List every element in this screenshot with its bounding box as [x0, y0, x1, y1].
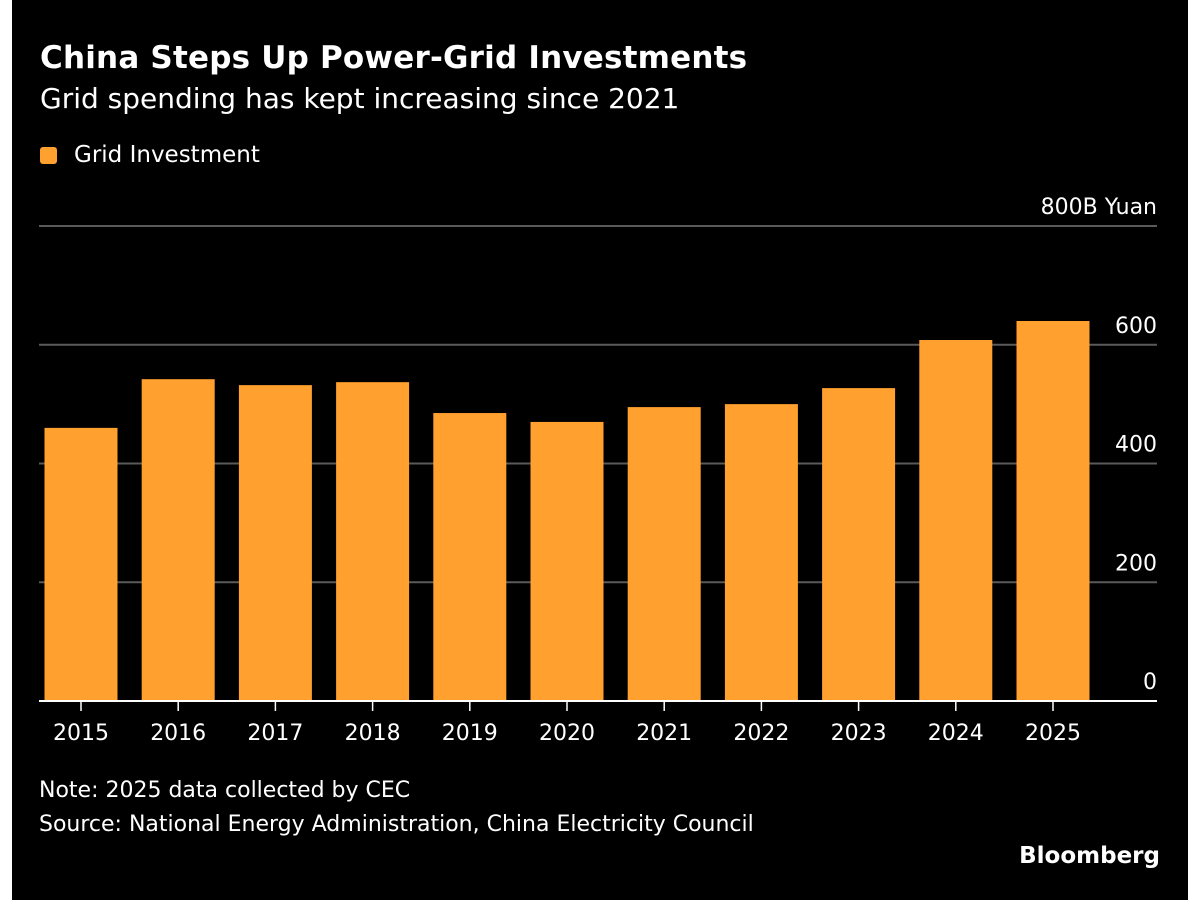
- legend-swatch-grid-investment: [40, 146, 57, 164]
- x-tick-label-2020: 2020: [539, 721, 595, 746]
- legend: Grid Investment: [40, 142, 260, 168]
- legend-label-grid-investment: Grid Investment: [74, 142, 260, 168]
- bar-2023: [822, 388, 896, 701]
- x-tick-label-2017: 2017: [247, 721, 303, 746]
- bar-2022: [724, 404, 798, 701]
- chart-subtitle: Grid spending has kept increasing since …: [40, 82, 680, 115]
- x-tick-label-2025: 2025: [1025, 721, 1081, 746]
- x-tick-label-2019: 2019: [442, 721, 498, 746]
- y-tick-label-400: 400: [1115, 433, 1157, 458]
- x-axis: [39, 700, 1157, 711]
- chart-frame: China Steps Up Power-Grid Investments Gr…: [12, 0, 1188, 900]
- y-tick-label-0: 0: [1143, 670, 1157, 695]
- bar-2020: [530, 421, 604, 701]
- x-tick-label-2023: 2023: [831, 721, 887, 746]
- x-tick-label-2015: 2015: [53, 721, 109, 746]
- bar-2025: [1016, 321, 1090, 701]
- y-tick-label-800: 800B Yuan: [1041, 195, 1157, 220]
- chart-source: Source: National Energy Administration, …: [39, 812, 754, 837]
- bar-2021: [627, 407, 701, 701]
- tick-labels: 0 200 400 600 800B Yuan 2015 2016 2017 2018 2019 2…: [53, 195, 1157, 746]
- y-tick-label-200: 200: [1115, 551, 1157, 576]
- chart-title: China Steps Up Power-Grid Investments: [40, 40, 748, 76]
- bar-chart: 0 200 400 600 800B Yuan 2015 2016 2017 2018 2019 2…: [39, 195, 1157, 746]
- bar-2016: [141, 379, 215, 701]
- bloomberg-logo: Bloomberg: [1019, 843, 1160, 869]
- bar-2015: [44, 427, 118, 701]
- bar-2024: [919, 340, 993, 701]
- bar-2018: [336, 382, 410, 701]
- x-tick-label-2018: 2018: [345, 721, 401, 746]
- x-tick-label-2022: 2022: [733, 721, 789, 746]
- x-tick-label-2016: 2016: [150, 721, 206, 746]
- bars: [44, 321, 1090, 701]
- chart-note: Note: 2025 data collected by CEC: [39, 778, 411, 803]
- x-tick-label-2024: 2024: [928, 721, 984, 746]
- bar-2017: [238, 385, 312, 701]
- x-tick-label-2021: 2021: [636, 721, 692, 746]
- bar-2019: [433, 413, 507, 701]
- y-tick-label-600: 600: [1115, 314, 1157, 339]
